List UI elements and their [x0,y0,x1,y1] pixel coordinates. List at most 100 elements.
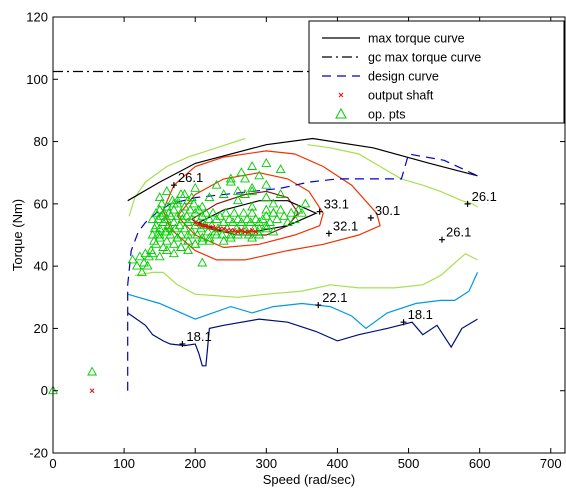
x-tick-label: 600 [469,456,491,471]
y-tick-label: 60 [34,196,48,211]
op-point [238,207,249,217]
op-point [185,204,196,214]
contour-value-label: 26.1 [472,189,497,204]
op-point [147,213,158,223]
op-point [261,223,272,233]
op-point [183,235,194,245]
contour-label-marker [179,341,186,347]
marker-layer [48,157,311,395]
op-point [161,213,172,223]
op-point [247,182,258,192]
op-point [275,204,286,214]
op-point [200,207,211,217]
efficiency-contour-6 [162,150,381,261]
op-point [186,226,197,236]
op-point [254,223,265,233]
op-point [131,260,142,270]
op-point [161,235,172,245]
op-point [204,235,215,245]
op-point [286,207,297,217]
op-point [240,173,250,183]
output-shaft-point [253,229,259,235]
op-point [183,229,194,239]
contour-value-label: 18.1 [408,307,433,322]
output-shaft-point [235,229,241,235]
op-point [183,217,194,226]
op-point [222,223,233,233]
y-tick-label: 40 [34,259,48,274]
contour-label-marker [438,236,445,243]
op-point [242,213,253,223]
op-point [156,198,167,208]
x-tick-label: 500 [398,456,420,471]
op-point [172,210,183,220]
op-point [257,213,268,223]
op-point [144,251,154,261]
op-point [247,185,258,195]
op-point [224,213,235,223]
op-point [161,245,172,255]
op-point [247,161,258,170]
op-point [204,192,215,202]
op-point [147,229,158,239]
output-shaft-point [242,229,248,235]
contour-label-marker [170,182,177,189]
op-point [154,251,165,261]
op-point [275,189,286,198]
legend-entry-label: design curve [368,70,439,84]
op-point [208,207,218,217]
op-point [190,207,201,217]
op-point [161,226,172,236]
op-point [166,210,176,220]
op-point [218,235,229,245]
op-point [186,213,197,223]
contour-value-label: 26.1 [178,170,203,185]
op-point [245,217,256,226]
op-point [197,257,208,267]
contour-label-layer: 26.1 33.1 30.1 32.1 26.1 26.1 22.1 18.1 18.1 [170,170,497,347]
contour-value-label: 18.1 [186,329,211,344]
op-point [261,192,272,202]
contour-label-marker [367,214,374,221]
op-point [232,185,243,195]
plot-frame [52,16,566,454]
op-point [197,235,208,245]
op-point [136,266,147,276]
op-point [236,167,247,177]
op-point [142,260,153,270]
op-point [261,179,272,189]
contour-label-marker [400,319,407,326]
output-shaft-point [231,227,237,233]
op-point [268,226,279,236]
y-tick-label: -20 [29,446,48,461]
op-point [192,229,203,239]
op-point [225,176,236,186]
op-point [247,201,258,211]
y-tick-label: 120 [26,10,48,25]
output-shaft-point [246,229,251,235]
contour-label-marker [315,302,322,309]
op-point [268,207,279,217]
op-point [279,210,290,220]
op-point [190,182,201,192]
op-point [87,366,98,376]
design-curve-line [127,153,478,391]
op-point [254,217,265,226]
op-point [247,207,258,217]
contour-value-label: 30.1 [375,203,400,218]
op-point [165,223,176,233]
op-point [154,223,165,233]
op-point [261,220,272,230]
max-torque-line [127,137,478,202]
op-point [197,210,208,220]
contour-label-marker [316,208,323,215]
op-point [153,213,164,223]
op-point [203,226,213,236]
efficiency-contour-7 [176,172,324,249]
op-point [254,229,265,239]
op-point [181,210,192,220]
op-point [275,164,286,174]
op-point [154,229,165,239]
legend-entry-label: max torque curve [368,32,465,46]
